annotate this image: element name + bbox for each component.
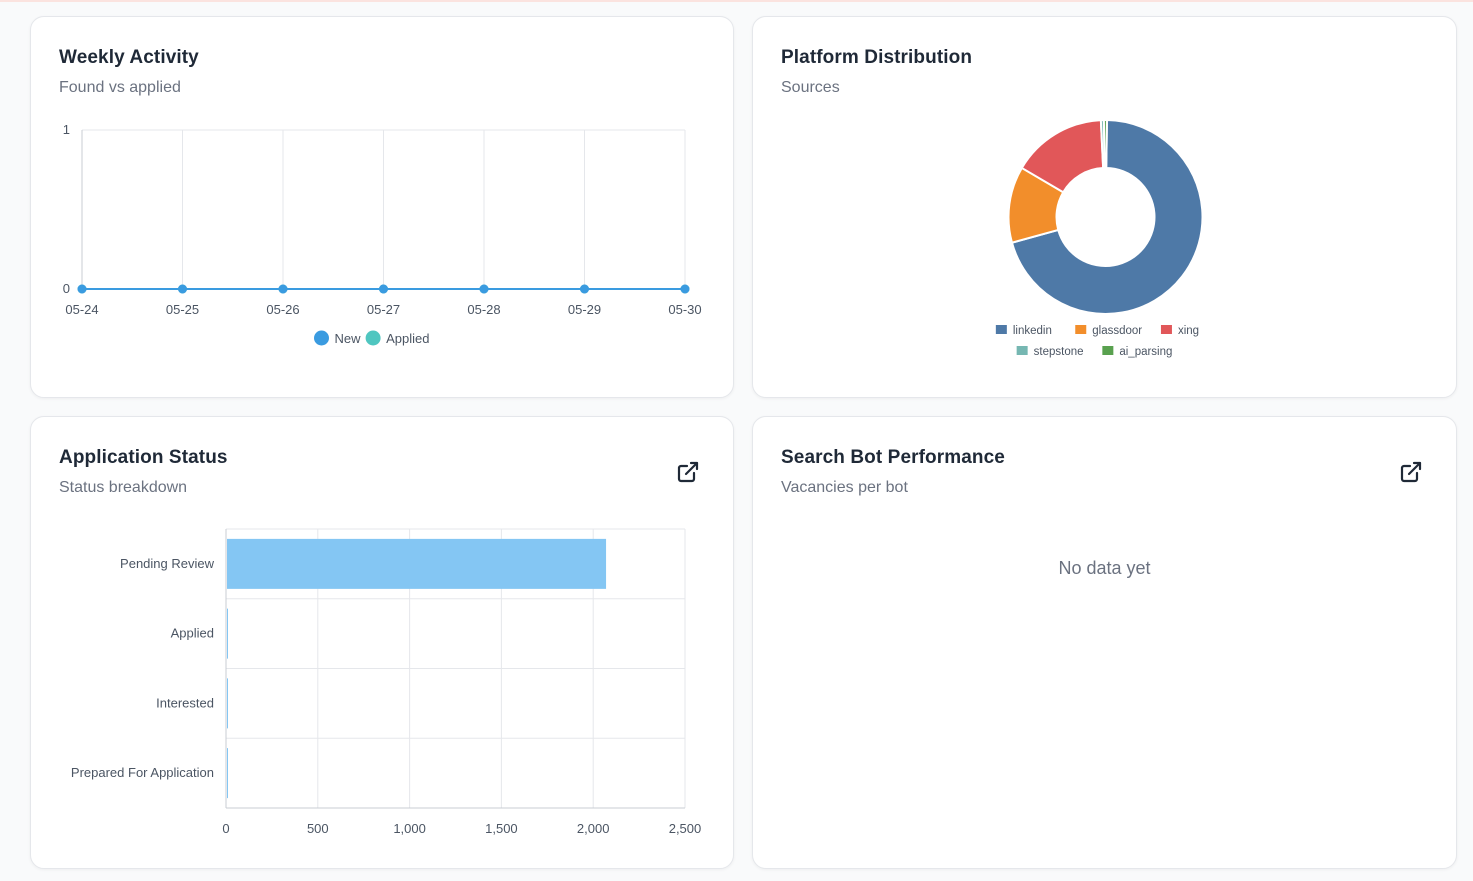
card-subtitle: Sources [781,79,840,96]
x-tick-label: 05-29 [568,302,601,317]
legend-label: glassdoor [1092,325,1142,337]
external-link-icon[interactable] [1399,460,1423,484]
data-point [479,284,489,294]
y-tick-label: 1 [63,122,70,137]
top-accent-line [0,0,1473,2]
pie-slice-linkedin [1010,118,1204,315]
y-tick-label: Prepared For Application [71,765,214,780]
empty-state-message: No data yet [1058,558,1151,578]
bar [227,678,228,729]
legend-label: Applied [386,331,429,346]
x-tick-label: 05-30 [668,302,701,317]
x-tick-label: 05-26 [266,302,299,317]
data-point [278,284,288,294]
legend-label: xing [1178,325,1199,337]
x-tick-label: 2,500 [669,821,702,836]
card-subtitle: Vacancies per bot [781,479,908,496]
legend-label: ai_parsing [1119,346,1172,358]
x-tick-label: 05-24 [65,302,98,317]
card-title: Platform Distribution [781,47,973,68]
legend-label: stepstone [1034,346,1084,358]
y-tick-label: Interested [156,695,214,710]
card-title: Search Bot Performance [781,447,1005,468]
data-point [77,284,87,294]
platform-distribution-chart: linkedin glassdoor xing stepstone ai_parsing [995,118,1204,358]
search-bot-performance-card: Search Bot Performance Vacancies per bot… [752,416,1457,869]
bar [227,608,228,659]
legend-swatch [1075,325,1087,334]
x-tick-label: 500 [307,821,329,836]
legend-swatch [1016,346,1028,355]
weekly-activity-card: Weekly Activity Found vs applied 0 1 05-24… [30,16,734,398]
x-tick-label: 0 [222,821,229,836]
bar [227,748,228,799]
legend-swatch [1160,325,1172,334]
legend-marker [314,330,329,346]
y-tick-label: Applied [171,626,214,641]
bar [227,538,607,589]
card-subtitle: Status breakdown [59,479,188,496]
data-point [379,284,388,294]
x-tick-label: 1,500 [485,821,518,836]
external-link-icon[interactable] [676,460,700,484]
data-point [580,284,589,294]
x-tick-label: 05-28 [467,302,500,317]
application-status-chart: Pending Review Applied Interested Prepared … [71,528,702,836]
y-tick-label: Pending Review [120,556,215,571]
x-tick-label: 05-27 [367,302,400,317]
y-tick-label: 0 [63,281,70,296]
application-status-card: Application Status Status breakdown Pend… [30,416,734,869]
legend-swatch [1102,346,1114,355]
weekly-activity-chart: 0 1 05-24 05-25 05-26 05-27 05-28 05-29 05-30 New… [63,122,702,346]
x-tick-label: 05-25 [166,302,199,317]
x-tick-label: 2,000 [577,821,610,836]
data-point [178,284,187,294]
legend-label: linkedin [1013,325,1052,337]
legend-label: New [335,331,362,346]
card-subtitle: Found vs applied [59,79,181,96]
platform-distribution-card: Platform Distribution Sources linkedin gl… [752,16,1457,398]
legend-marker [365,330,381,346]
legend-swatch [995,325,1007,334]
pie-slice-ai_parsing [1102,119,1108,170]
card-title: Application Status [59,447,228,468]
data-point [680,284,690,294]
x-tick-label: 1,000 [393,821,426,836]
card-title: Weekly Activity [59,47,199,68]
